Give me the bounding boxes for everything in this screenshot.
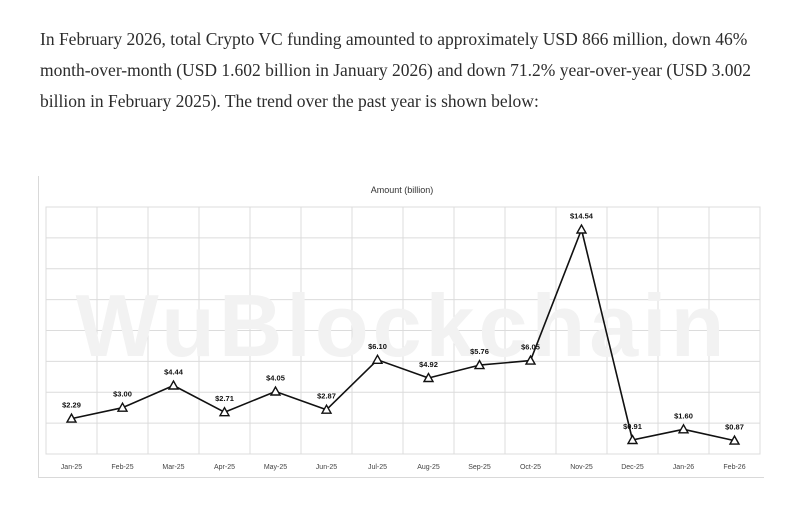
data-label: $2.71 [215, 394, 234, 403]
data-labels: $2.29 $3.00 $4.44 $2.71 $4.05 $2.87 $6.10 $4.92… [62, 212, 744, 432]
data-label: $1.60 [674, 411, 693, 420]
x-tick-label: Dec-25 [621, 464, 644, 471]
x-tick-label: May-25 [264, 464, 287, 471]
data-point-marker [167, 379, 180, 390]
intro-paragraph: In February 2026, total Crypto VC fundin… [40, 29, 751, 111]
data-point-marker [371, 353, 384, 365]
x-tick-label: Nov-25 [570, 464, 593, 471]
data-label: $3.00 [113, 390, 132, 399]
watermark-text: WuBlockchain [76, 276, 729, 375]
data-label: $4.44 [164, 367, 184, 376]
x-axis-tick-labels: Jan-25 Feb-25 Mar-25 Apr-25 May-25 Jun-25 Jul-… [61, 464, 746, 471]
series-line-amount [71, 228, 735, 442]
data-point-marker [116, 401, 129, 412]
data-label: $14.54 [570, 212, 594, 221]
data-point-marker [422, 372, 435, 383]
x-tick-label: Jan-25 [61, 464, 83, 471]
x-tick-label: Feb-26 [723, 464, 745, 471]
data-point-marker [626, 434, 639, 445]
data-point-marker [65, 412, 78, 423]
data-point-marker [320, 403, 333, 414]
data-label: $4.05 [266, 373, 285, 382]
data-point-marker [728, 434, 741, 445]
x-tick-label: Sep-25 [468, 464, 491, 471]
x-tick-label: Oct-25 [520, 464, 541, 471]
series-markers [65, 223, 741, 445]
x-tick-label: Apr-25 [214, 464, 235, 471]
data-label: $6.10 [368, 342, 387, 351]
data-label: $2.29 [62, 401, 81, 410]
data-label: $0.87 [725, 423, 744, 432]
series-line [71, 228, 735, 442]
data-point-marker [218, 406, 231, 417]
x-tick-label: Jun-25 [316, 464, 338, 471]
x-tick-label: Aug-25 [417, 464, 440, 471]
data-point-marker [575, 223, 588, 234]
data-label: $0.91 [623, 422, 642, 431]
data-point-marker [677, 423, 690, 434]
data-point-marker [473, 359, 486, 370]
x-tick-label: Jul-25 [368, 464, 387, 471]
data-point-marker [524, 354, 537, 365]
data-label: $4.92 [419, 360, 438, 369]
x-tick-label: Feb-25 [111, 464, 133, 471]
line-chart: Amount (billion) WuBlockchain $2.29 $3.00… [45, 185, 761, 471]
data-label: $5.76 [470, 347, 489, 356]
x-tick-label: Mar-25 [162, 464, 184, 471]
x-tick-label: Jan-26 [673, 464, 695, 471]
data-label: $6.05 [521, 343, 540, 352]
chart-title: Amount (billion) [371, 185, 434, 195]
chart-container: Amount (billion) WuBlockchain $2.29 $3.00… [38, 176, 764, 478]
data-label: $2.87 [317, 392, 336, 401]
grid [45, 206, 761, 455]
data-point-marker [269, 385, 282, 396]
